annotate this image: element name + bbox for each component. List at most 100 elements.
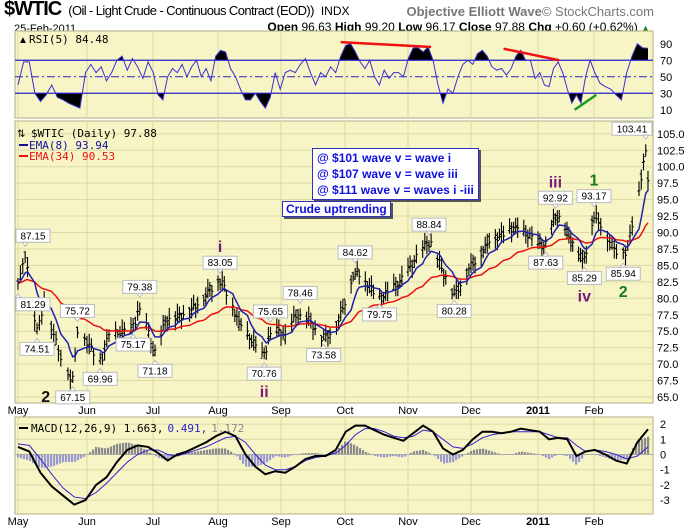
price-bar xyxy=(398,273,402,289)
macd-histogram-bar xyxy=(359,448,362,455)
price-label-pointer xyxy=(580,266,589,272)
price-label-pointer xyxy=(151,359,160,365)
price-label: 67.15 xyxy=(60,393,85,404)
macd-histogram-bar xyxy=(572,454,575,462)
macd-histogram-bar xyxy=(113,445,116,455)
month-label: May xyxy=(8,405,29,417)
macd-histogram-bar xyxy=(635,443,638,455)
macd-histogram-bar xyxy=(401,454,404,458)
macd-histogram-bar xyxy=(206,449,209,455)
price-bar xyxy=(235,307,239,326)
price-label: 69.96 xyxy=(88,374,113,385)
price-label: 103.41 xyxy=(617,124,648,135)
price-bar xyxy=(298,308,302,321)
macd-histogram-bar xyxy=(131,443,134,455)
price-tick-label: 87.5 xyxy=(657,244,678,256)
price-label-pointer xyxy=(266,317,275,323)
price-bar xyxy=(83,333,87,347)
macd-histogram-bar xyxy=(485,449,488,455)
macd-legend-hist: 1.172 xyxy=(211,422,244,435)
price-bar xyxy=(351,271,355,282)
rsi-trendline xyxy=(340,40,432,49)
macd-histogram-bar xyxy=(605,454,608,458)
macd-histogram-bar xyxy=(38,454,41,468)
price-bar xyxy=(21,258,25,275)
price-label: 93.17 xyxy=(581,192,606,203)
price-tick-label: 82.5 xyxy=(657,277,678,289)
price-bar xyxy=(202,295,206,307)
macd-histogram-bar xyxy=(140,447,143,455)
price-legend-icon: ⇅ xyxy=(17,129,25,140)
price-bar xyxy=(188,306,192,322)
macd-histogram-bar xyxy=(56,454,59,465)
price-bar xyxy=(339,300,343,322)
month-label: Oct xyxy=(336,405,353,417)
price-label-pointer xyxy=(590,202,598,208)
macd-histogram-bar xyxy=(191,452,194,455)
price-bar xyxy=(206,278,210,299)
macd-histogram-bar xyxy=(434,454,437,457)
ema34-legend: EMA(34) 90.53 xyxy=(29,150,115,163)
macd-histogram-bar xyxy=(425,451,428,455)
macd-histogram-bar xyxy=(278,454,281,457)
rsi-tick-label: 30 xyxy=(660,88,672,100)
price-bar xyxy=(237,310,241,332)
macd-tick-label: -1 xyxy=(660,465,670,477)
price-bar xyxy=(621,247,625,260)
price-bar xyxy=(628,224,632,243)
price-bar xyxy=(349,274,353,294)
price-bar xyxy=(138,302,142,316)
macd-histogram-bar xyxy=(467,452,470,455)
macd-histogram-bar xyxy=(134,444,137,455)
price-label: 81.29 xyxy=(20,300,45,311)
macd-histogram-bar xyxy=(83,454,86,457)
price-bar xyxy=(594,205,598,224)
price-bar xyxy=(177,306,181,323)
price-label-pointer xyxy=(619,262,628,268)
macd-histogram-bar xyxy=(188,452,191,455)
macd-histogram-bar xyxy=(302,453,305,455)
price-bar xyxy=(252,329,256,351)
macd-histogram-bar xyxy=(239,454,242,461)
price-label-pointer xyxy=(14,292,22,299)
month-label: Feb xyxy=(585,405,604,417)
price-tick-label: 65.0 xyxy=(657,392,678,404)
macd-tick-label: -3 xyxy=(660,495,670,507)
macd-histogram-bar xyxy=(623,454,626,460)
price-bar xyxy=(264,345,268,360)
month-label: Sep xyxy=(271,516,291,528)
price-bar xyxy=(481,245,485,259)
macd-legend-main: MACD(12,26,9) 1.663, xyxy=(31,422,163,435)
price-bar xyxy=(414,244,418,264)
macd-histogram-bar xyxy=(275,454,278,457)
price-label-pointer xyxy=(129,333,138,339)
price-bar xyxy=(105,329,109,347)
month-label: Nov xyxy=(398,405,418,417)
price-bar xyxy=(642,153,645,171)
price-bar xyxy=(292,305,296,323)
price-tick-label: 80.0 xyxy=(657,293,678,305)
price-tick-label: 100.0 xyxy=(657,162,685,174)
macd-histogram-bar xyxy=(629,453,632,455)
macd-histogram-bar xyxy=(470,451,473,455)
macd-histogram-bar xyxy=(386,454,389,458)
macd-histogram-bar xyxy=(356,446,359,455)
macd-histogram-bar xyxy=(344,441,347,455)
price-bar xyxy=(85,335,89,354)
price-bar xyxy=(493,229,497,249)
macd-histogram-bar xyxy=(566,454,569,456)
rsi-line xyxy=(17,42,649,110)
price-bar xyxy=(454,280,458,300)
price-label: 87.15 xyxy=(20,231,45,242)
price-bar xyxy=(429,233,433,248)
price-bar xyxy=(254,335,258,353)
macd-histogram-bar xyxy=(551,454,554,458)
macd-histogram-bar xyxy=(353,444,356,455)
price-label-pointer xyxy=(551,203,560,210)
macd-histogram-bar xyxy=(440,454,443,462)
macd-histogram-bar xyxy=(35,454,38,466)
price-bar xyxy=(644,144,648,158)
price-bar xyxy=(324,324,328,342)
price-bar xyxy=(394,276,398,297)
price-bar xyxy=(33,310,37,332)
